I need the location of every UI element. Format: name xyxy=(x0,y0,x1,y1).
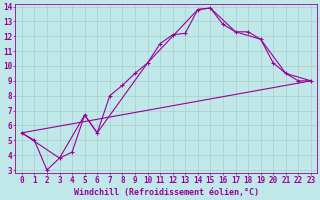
X-axis label: Windchill (Refroidissement éolien,°C): Windchill (Refroidissement éolien,°C) xyxy=(74,188,259,197)
